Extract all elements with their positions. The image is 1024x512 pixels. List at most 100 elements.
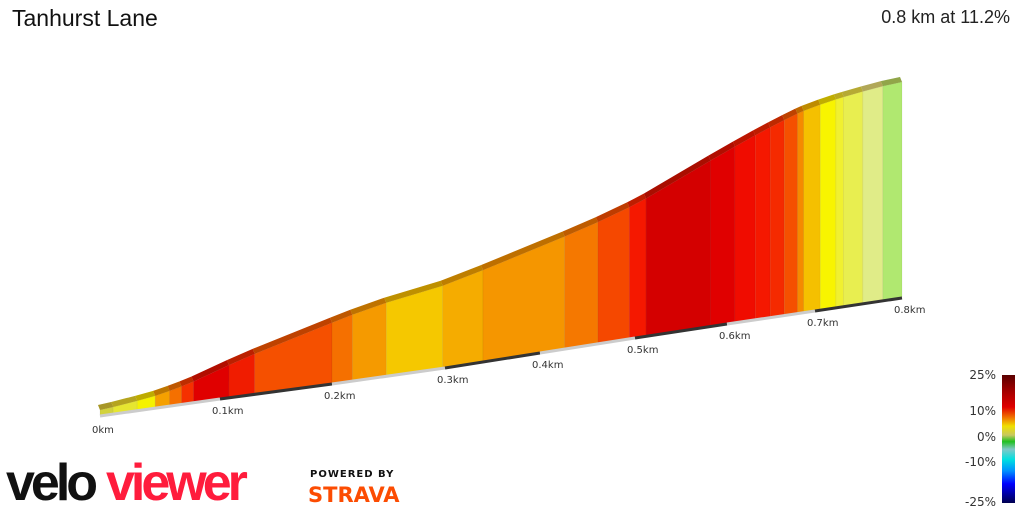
profile-segment-top (753, 122, 771, 136)
profile-segment-top-shade (153, 385, 170, 396)
profile-segment (862, 85, 884, 304)
profile-segment-top (135, 390, 156, 401)
profile-segment (783, 113, 798, 315)
profile-segment-top-shade (860, 81, 883, 92)
distance-axis-segment (99, 397, 221, 418)
profile-segment-top (732, 130, 756, 147)
distance-tick-label: 0km (92, 425, 114, 436)
profile-segment (882, 81, 903, 301)
profile-segment-top (644, 155, 711, 199)
profile-segment-top (350, 297, 387, 315)
profile-segment-top (562, 217, 598, 237)
profile-segment-top (860, 81, 883, 92)
profile-segment (442, 269, 484, 368)
profile-segment-top-shade (841, 86, 863, 97)
profile-segment-top-shade (252, 317, 332, 354)
distance-axis-segment (219, 382, 333, 401)
profile-segment (628, 198, 647, 339)
legend-label: 0% (976, 430, 996, 444)
profile-segment (843, 91, 864, 307)
profile-segment-top-shade (191, 360, 229, 382)
profile-segment-top (841, 86, 863, 97)
veloviewer-strava-logo[interactable]: velo viewer POWERED BY STRAVA (6, 452, 416, 512)
profile-segment-top (226, 348, 255, 366)
profile-segment-top-shade (595, 202, 630, 223)
profile-segment-top-shade (135, 390, 156, 401)
profile-segment-top-shade (481, 231, 565, 271)
segment-summary: 0.8 km at 11.2% (881, 7, 1010, 27)
profile-segment-top-shade (801, 99, 821, 111)
distance-tick-label: 0.1km (212, 406, 243, 417)
profile-segment-top (191, 360, 229, 382)
distance-axis-segment (814, 296, 903, 313)
svg-text:STRAVA: STRAVA (308, 483, 400, 507)
profile-segment (769, 119, 785, 317)
profile-segment-top (440, 265, 483, 286)
gradient-legend: 25% 10% 0% -10% -25% (950, 368, 1024, 510)
profile-segment-top (782, 108, 798, 121)
gradient-colorbar (1002, 375, 1015, 503)
distance-axis-segment (726, 309, 816, 326)
profile-segment-top-shade (833, 91, 844, 100)
profile-segment-top (153, 385, 170, 396)
distance-tick-label: 0.6km (719, 331, 750, 342)
profile-segment-top (481, 231, 565, 271)
profile-segment (803, 104, 821, 313)
profile-segment-top (167, 381, 182, 391)
profile-segment-top-shade (440, 265, 483, 286)
profile-segment-top (111, 395, 138, 408)
profile-segment-top (795, 105, 804, 114)
profile-segment-top-shade (98, 402, 114, 410)
profile-segment-top-shade (226, 348, 255, 366)
distance-axis-segment (539, 336, 636, 355)
profile-segment (835, 96, 845, 308)
profile-segment-top-shade (708, 141, 735, 161)
profile-segment-top (627, 193, 647, 208)
profile-segment-top-shade (732, 130, 756, 147)
profile-segment-top-shade (562, 217, 598, 237)
distance-tick-label: 0.7km (807, 318, 838, 329)
profile-segment-top (880, 77, 902, 87)
profile-segment (754, 126, 771, 320)
svg-text:velo: velo (6, 454, 96, 508)
profile-segment-top-shade (330, 309, 353, 323)
profile-segment-top (384, 280, 443, 303)
profile-segment-top-shade (768, 115, 785, 128)
profile-segment-top-shade (627, 193, 647, 208)
distance-tick-label: 0.3km (437, 375, 468, 386)
profile-segment-top-shade (795, 105, 804, 114)
profile-segment (819, 99, 837, 310)
profile-segment-top (768, 115, 785, 128)
profile-segment-top-shade (818, 94, 836, 105)
profile-segment-top-shade (384, 280, 443, 303)
svg-text:viewer: viewer (106, 454, 248, 508)
profile-segment-top-shade (350, 297, 387, 315)
profile-segment-top-shade (782, 108, 798, 121)
profile-segment-top-shade (167, 381, 182, 391)
legend-label: 25% (969, 368, 996, 382)
distance-tick-label: 0.5km (627, 345, 658, 356)
segment-title: Tanhurst Lane (12, 5, 158, 31)
distance-axis-segment (331, 366, 446, 386)
distance-tick-label: 0.4km (532, 360, 563, 371)
profile-segment-top (708, 141, 735, 161)
profile-segment (797, 110, 804, 313)
profile-segment-top (801, 99, 821, 111)
profile-segment (710, 146, 736, 326)
profile-segment (482, 236, 566, 362)
profile-segment-top-shade (753, 122, 771, 136)
distance-axis-segment (444, 351, 541, 370)
profile-segment (597, 206, 630, 344)
profile-segment (734, 134, 756, 323)
svg-text:POWERED BY: POWERED BY (310, 469, 394, 480)
profile-segment (564, 221, 599, 349)
profile-segment-top (98, 402, 114, 410)
profile-segment-top-shade (644, 155, 711, 199)
profile-segment (331, 314, 353, 384)
profile-segment-top (330, 309, 353, 323)
elevation-profile-chart: 0km 0.1km 0.2km 0.3km 0.4km 0.5km 0.6km 0.7km 0.… (92, 77, 925, 436)
distance-tick-label: 0.2km (324, 391, 355, 402)
profile-segment-top-shade (111, 395, 138, 408)
profile-segment-top-shade (880, 77, 902, 87)
profile-segment-top (179, 376, 194, 387)
